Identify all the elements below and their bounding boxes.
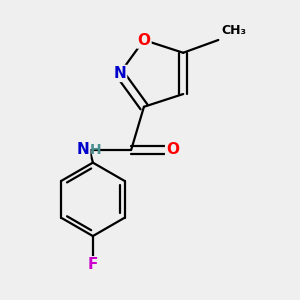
Text: O: O xyxy=(166,142,179,158)
Text: H: H xyxy=(90,143,101,157)
Text: F: F xyxy=(88,257,98,272)
Text: O: O xyxy=(137,32,150,47)
Text: CH₃: CH₃ xyxy=(221,24,247,37)
Text: N: N xyxy=(113,66,126,81)
Text: N: N xyxy=(77,142,90,158)
